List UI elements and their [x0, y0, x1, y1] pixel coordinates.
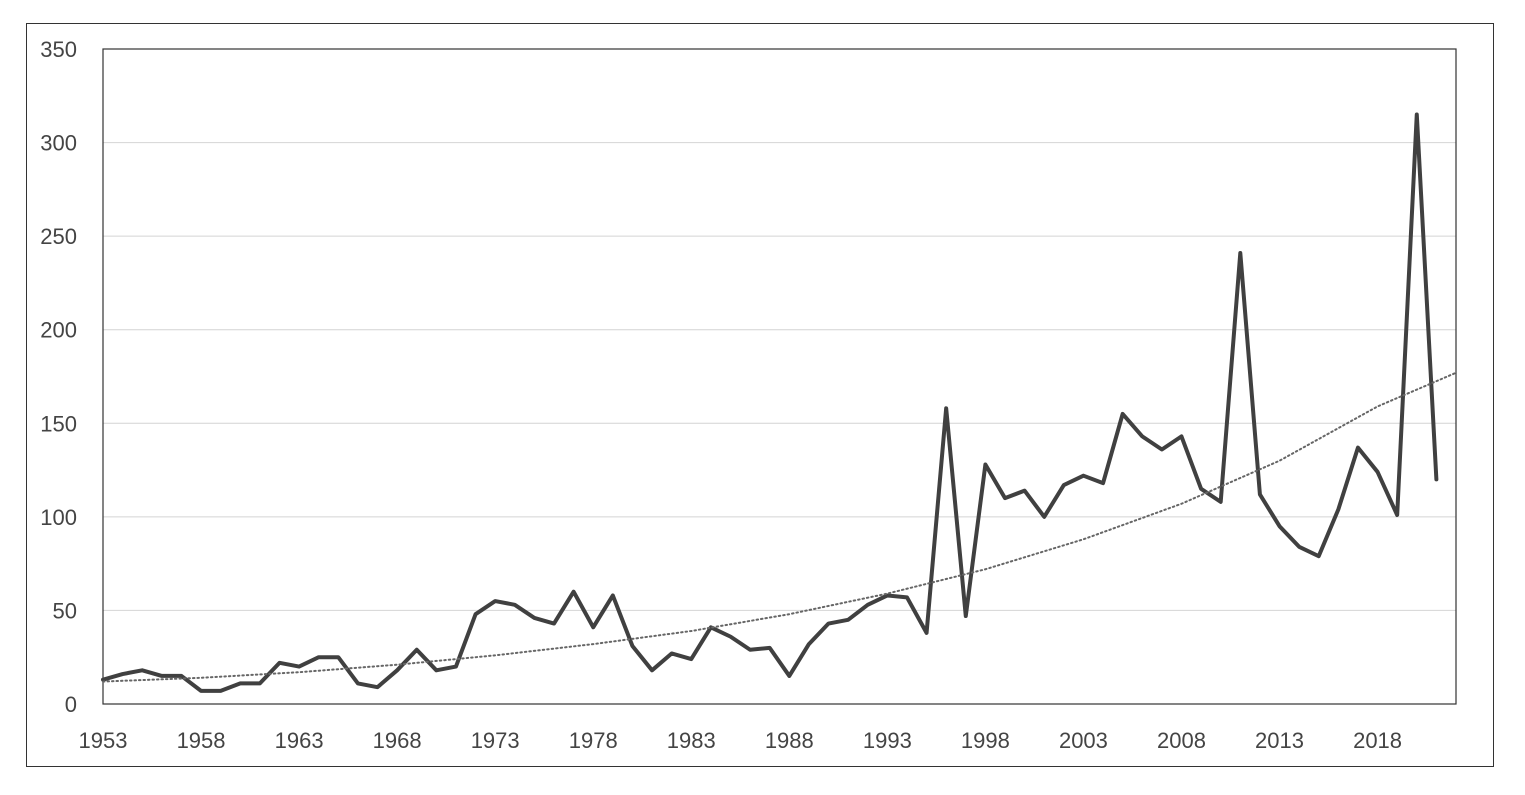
x-tick-label: 1963 [275, 728, 324, 753]
series [101, 112, 1457, 693]
gridlines [103, 142, 1456, 611]
trend-line [102, 371, 1457, 683]
x-tick-label: 1958 [177, 728, 226, 753]
x-tick-label: 1973 [471, 728, 520, 753]
y-tick-label: 250 [40, 224, 77, 249]
data-series-line [101, 112, 1439, 693]
y-tick-label: 100 [40, 505, 77, 530]
y-tick-label: 50 [53, 598, 77, 623]
y-tick-label: 200 [40, 318, 77, 343]
x-tick-label: 1998 [961, 728, 1010, 753]
x-tick-label: 1993 [863, 728, 912, 753]
x-tick-label: 1978 [569, 728, 618, 753]
y-tick-label: 350 [40, 37, 77, 62]
x-tick-label: 2018 [1353, 728, 1402, 753]
y-tick-label: 300 [40, 131, 77, 156]
x-tick-label: 1983 [667, 728, 716, 753]
plot-area-border [102, 48, 1457, 705]
y-tick-labels: 0 50 100 150 200 250 300 350 [40, 37, 77, 717]
x-tick-label: 2008 [1157, 728, 1206, 753]
x-tick-label: 2013 [1255, 728, 1304, 753]
axes [102, 48, 1457, 705]
x-tick-label: 1953 [79, 728, 128, 753]
x-tick-label: 1968 [373, 728, 422, 753]
x-tick-label: 1988 [765, 728, 814, 753]
chart-frame [26, 23, 1494, 767]
y-tick-label: 150 [40, 411, 77, 436]
y-tick-label: 0 [65, 692, 77, 717]
x-tick-label: 2003 [1059, 728, 1108, 753]
x-tick-labels: 1953 1958 1963 1968 1973 1978 1983 1988 1993 1998… [79, 728, 1403, 753]
